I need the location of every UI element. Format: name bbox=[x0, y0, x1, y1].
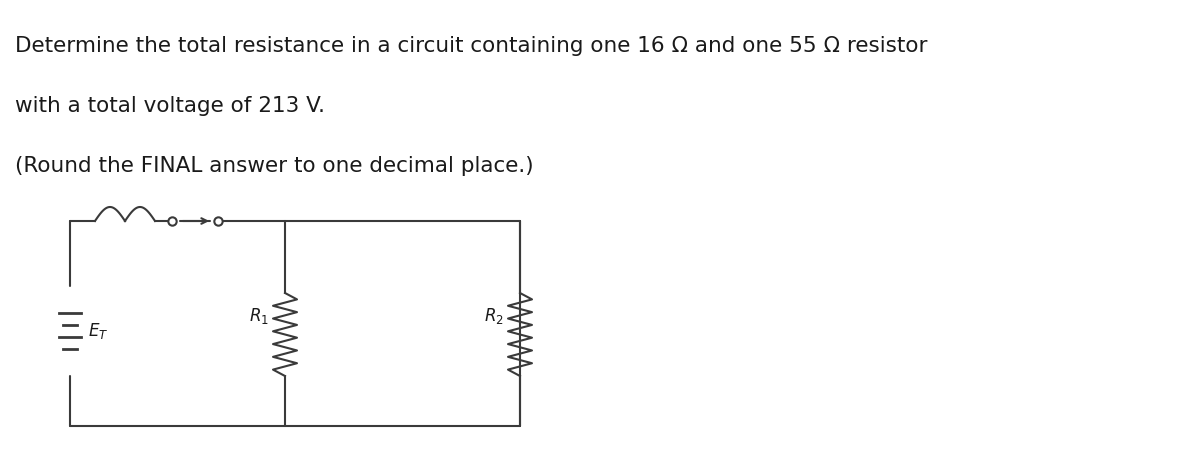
Text: Determine the total resistance in a circuit containing one 16 Ω and one 55 Ω res: Determine the total resistance in a circ… bbox=[14, 36, 928, 56]
Text: $E_T$: $E_T$ bbox=[88, 321, 108, 341]
Text: (Round the FINAL answer to one decimal place.): (Round the FINAL answer to one decimal p… bbox=[14, 156, 534, 176]
Text: with a total voltage of 213 V.: with a total voltage of 213 V. bbox=[14, 96, 325, 116]
Text: $R_1$: $R_1$ bbox=[250, 307, 269, 327]
Text: $R_2$: $R_2$ bbox=[484, 307, 504, 327]
